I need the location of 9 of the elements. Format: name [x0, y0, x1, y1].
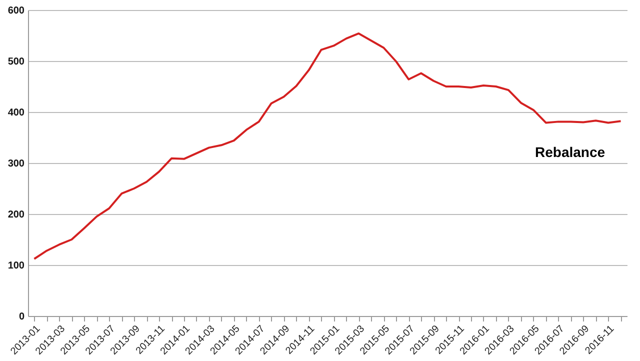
annotation: Rebalance: [535, 144, 606, 160]
line-series: [33, 32, 622, 260]
y-tick-label: 300: [8, 158, 25, 170]
y-tick-label: 500: [8, 56, 25, 68]
y-tick-label: 0: [18, 312, 25, 322]
y-tick-label: 600: [8, 6, 25, 16]
y-tick-label: 400: [8, 108, 25, 118]
y-tick-label: 100: [8, 260, 25, 272]
y-tick-label: 200: [8, 210, 25, 220]
